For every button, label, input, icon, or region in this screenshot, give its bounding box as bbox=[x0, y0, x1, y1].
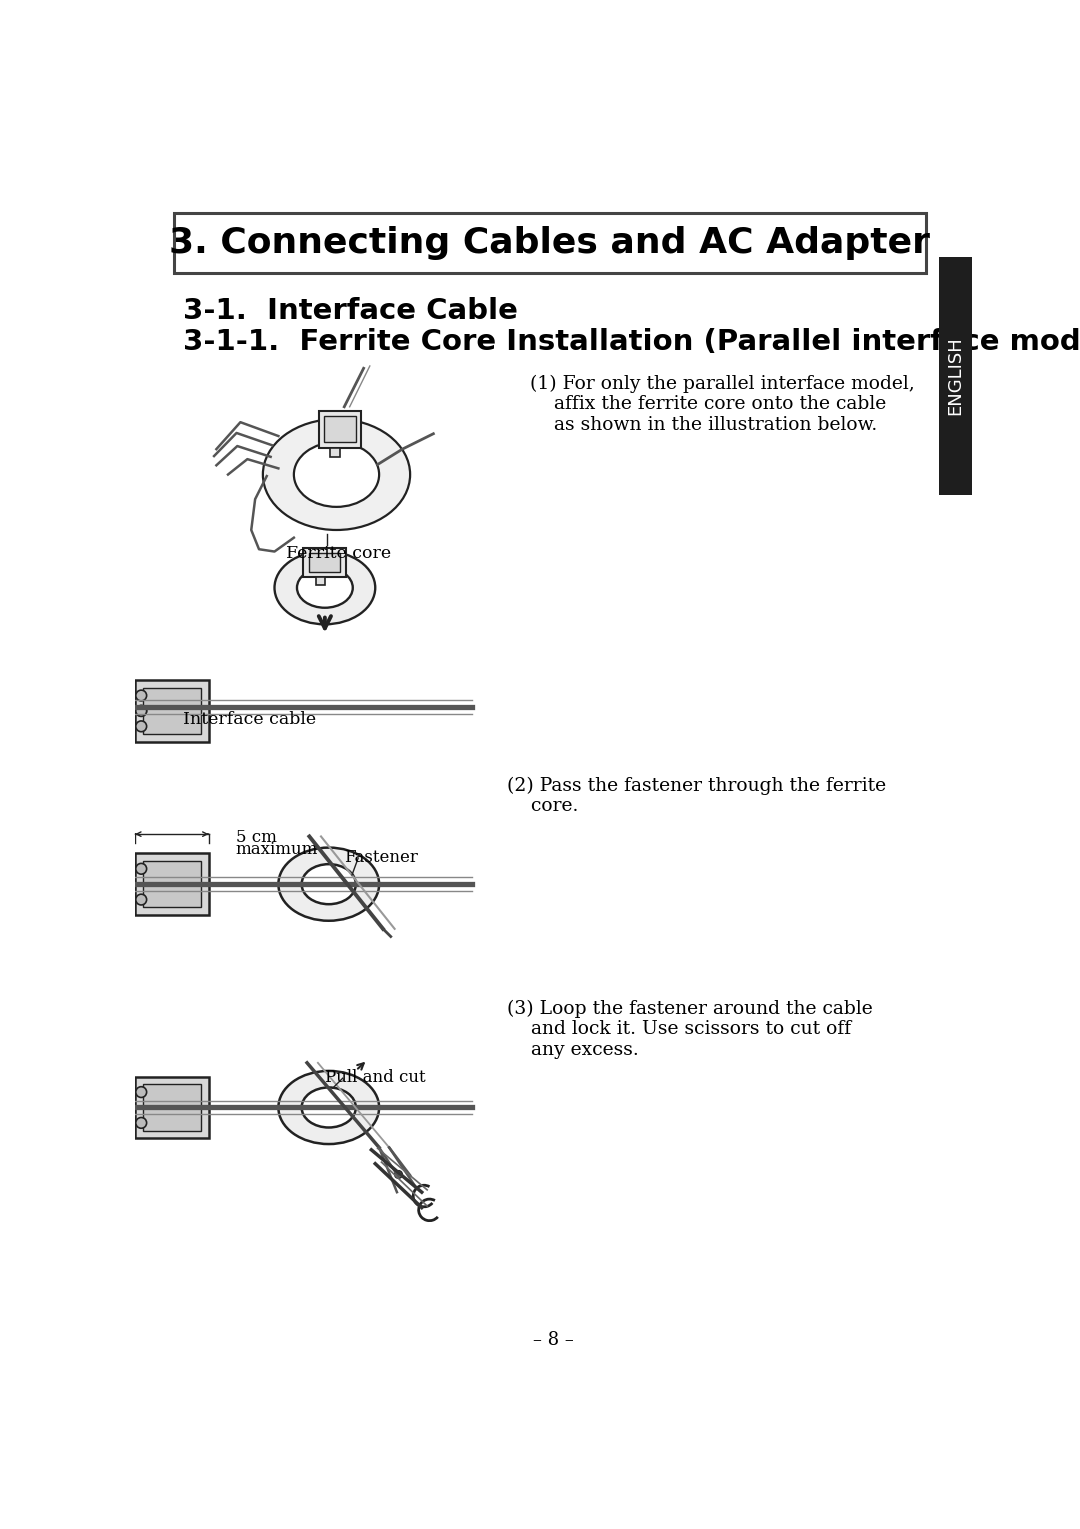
Bar bbox=[143, 1084, 201, 1130]
Ellipse shape bbox=[294, 442, 379, 508]
Bar bbox=[315, 576, 325, 584]
Text: Fastener: Fastener bbox=[345, 849, 418, 865]
Ellipse shape bbox=[279, 847, 379, 920]
Bar bbox=[319, 411, 362, 448]
Circle shape bbox=[394, 1171, 403, 1179]
Text: 3-1-1.  Ferrite Core Installation (Parallel interface model only): 3-1-1. Ferrite Core Installation (Parall… bbox=[183, 329, 1080, 356]
Ellipse shape bbox=[136, 690, 147, 700]
Text: affix the ferrite core onto the cable: affix the ferrite core onto the cable bbox=[530, 394, 887, 413]
Text: 5 cm: 5 cm bbox=[235, 829, 276, 846]
Text: (2) Pass the fastener through the ferrite: (2) Pass the fastener through the ferrit… bbox=[507, 777, 886, 795]
Text: maximum: maximum bbox=[235, 841, 319, 858]
Text: as shown in the illustration below.: as shown in the illustration below. bbox=[530, 416, 877, 434]
Text: any excess.: any excess. bbox=[507, 1041, 638, 1060]
Ellipse shape bbox=[136, 864, 147, 875]
Ellipse shape bbox=[136, 894, 147, 905]
Ellipse shape bbox=[262, 419, 410, 531]
Ellipse shape bbox=[136, 705, 147, 716]
Text: (1) For only the parallel interface model,: (1) For only the parallel interface mode… bbox=[530, 375, 915, 393]
Bar bbox=[940, 257, 972, 495]
Ellipse shape bbox=[301, 864, 356, 904]
Ellipse shape bbox=[136, 722, 147, 732]
Text: and lock it. Use scissors to cut off: and lock it. Use scissors to cut off bbox=[507, 1020, 851, 1038]
Bar bbox=[324, 416, 356, 442]
Text: Ferrite core: Ferrite core bbox=[286, 546, 391, 563]
Text: ENGLISH: ENGLISH bbox=[947, 336, 964, 416]
Text: (3) Loop the fastener around the cable: (3) Loop the fastener around the cable bbox=[507, 1000, 873, 1018]
Ellipse shape bbox=[301, 1087, 356, 1127]
Bar bbox=[135, 1076, 208, 1138]
Text: Interface cable: Interface cable bbox=[183, 711, 316, 728]
Bar bbox=[135, 680, 208, 742]
Bar bbox=[174, 213, 926, 272]
Ellipse shape bbox=[279, 1070, 379, 1144]
Text: – 8 –: – 8 – bbox=[534, 1330, 573, 1349]
Text: core.: core. bbox=[507, 797, 579, 815]
Ellipse shape bbox=[297, 567, 353, 607]
Bar bbox=[303, 547, 346, 576]
Bar bbox=[143, 861, 201, 907]
Text: 3. Connecting Cables and AC Adapter: 3. Connecting Cables and AC Adapter bbox=[170, 226, 930, 260]
Ellipse shape bbox=[136, 705, 147, 716]
Text: 3-1.  Interface Cable: 3-1. Interface Cable bbox=[183, 297, 518, 324]
Text: Pull and cut: Pull and cut bbox=[325, 1069, 426, 1086]
Ellipse shape bbox=[136, 1118, 147, 1128]
Ellipse shape bbox=[274, 550, 375, 624]
Ellipse shape bbox=[136, 1087, 147, 1098]
Bar bbox=[309, 553, 340, 572]
Bar bbox=[330, 448, 339, 457]
Bar bbox=[143, 688, 201, 734]
Bar bbox=[135, 853, 208, 914]
